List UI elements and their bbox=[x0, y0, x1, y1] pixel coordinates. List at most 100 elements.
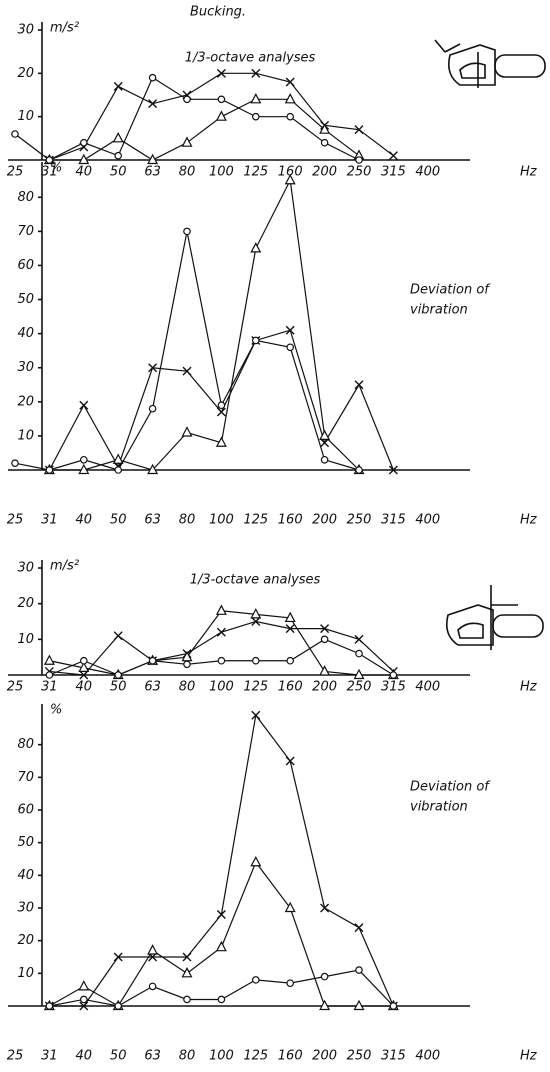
marker-circle bbox=[114, 151, 123, 160]
x-tick-label: 100 bbox=[209, 513, 234, 528]
marker-circle bbox=[286, 979, 295, 987]
marker-x bbox=[182, 366, 192, 376]
y-tick-label: 80 bbox=[17, 190, 34, 205]
marker-x bbox=[354, 380, 364, 390]
x-tick-label: 50 bbox=[110, 513, 127, 528]
x-tick-label: 25 bbox=[7, 165, 24, 180]
marker-triangle bbox=[250, 93, 262, 104]
y-axis-label: % bbox=[50, 703, 62, 718]
x-tick-label: 400 bbox=[415, 1049, 440, 1064]
y-tick-label: 20 bbox=[17, 66, 34, 81]
marker-x bbox=[79, 670, 89, 680]
annotation: Deviation of bbox=[410, 283, 491, 298]
x-tick-label: 25 bbox=[7, 680, 24, 695]
annotation: vibration bbox=[410, 800, 468, 815]
y-axis-label: m/s² bbox=[50, 559, 79, 574]
marker-x bbox=[320, 903, 330, 913]
marker-triangle bbox=[284, 611, 296, 623]
y-tick-label: 10 bbox=[17, 428, 34, 443]
y-tick-label: 60 bbox=[17, 258, 34, 273]
marker-circle bbox=[183, 95, 191, 104]
series-line bbox=[49, 98, 360, 161]
x-tick-label: 200 bbox=[312, 513, 337, 528]
x-axis-label: Hz bbox=[520, 1049, 538, 1064]
marker-circle bbox=[80, 138, 88, 147]
x-tick-label: 315 bbox=[381, 513, 406, 528]
y-tick-label: 50 bbox=[17, 292, 34, 307]
y-tick-label: 40 bbox=[17, 868, 34, 883]
marker-triangle bbox=[250, 608, 262, 619]
y-tick-label: 40 bbox=[17, 326, 34, 341]
series-line bbox=[49, 861, 394, 1007]
subtitle: 1/3-octave analyses bbox=[185, 51, 316, 66]
marker-circle bbox=[45, 466, 54, 474]
x-axis-label: Hz bbox=[520, 680, 538, 695]
x-tick-label: 63 bbox=[144, 165, 161, 180]
marker-circle bbox=[286, 112, 295, 121]
y-tick-label: 20 bbox=[17, 394, 34, 409]
marker-circle bbox=[45, 671, 54, 679]
x-tick-label: 40 bbox=[76, 165, 93, 180]
marker-circle bbox=[252, 656, 260, 665]
x-tick-label: 200 bbox=[312, 1049, 337, 1064]
marker-x bbox=[320, 438, 330, 448]
marker-circle bbox=[148, 982, 157, 991]
marker-circle bbox=[320, 138, 329, 147]
chainsaw-icon bbox=[434, 39, 546, 88]
marker-triangle bbox=[215, 436, 227, 447]
x-tick-label: 250 bbox=[347, 165, 372, 180]
marker-triangle bbox=[78, 463, 90, 475]
marker-x bbox=[285, 77, 295, 87]
marker-x bbox=[354, 125, 364, 135]
x-tick-label: 125 bbox=[243, 165, 268, 180]
x-tick-label: 100 bbox=[209, 680, 234, 695]
marker-circle bbox=[389, 1002, 398, 1010]
x-axis-label: Hz bbox=[520, 165, 538, 180]
marker-circle bbox=[355, 966, 363, 974]
y-tick-label: 10 bbox=[17, 109, 34, 124]
x-tick-label: 160 bbox=[278, 680, 303, 695]
marker-x bbox=[354, 923, 364, 933]
y-tick-label: 30 bbox=[17, 901, 34, 916]
x-tick-label: 160 bbox=[278, 1049, 303, 1064]
x-tick-label: 80 bbox=[179, 513, 196, 528]
y-axis-label: % bbox=[50, 161, 62, 176]
y-tick-label: 50 bbox=[17, 835, 34, 850]
marker-triangle bbox=[284, 173, 296, 185]
marker-triangle bbox=[319, 429, 331, 441]
x-tick-label: 400 bbox=[415, 680, 440, 695]
series-line bbox=[14, 76, 360, 161]
marker-triangle bbox=[215, 110, 227, 121]
marker-circle bbox=[114, 1002, 123, 1010]
marker-x bbox=[251, 710, 261, 720]
series-line bbox=[49, 620, 394, 676]
marker-triangle bbox=[284, 93, 296, 104]
x-tick-label: 50 bbox=[110, 680, 127, 695]
x-tick-label: 315 bbox=[381, 680, 406, 695]
marker-x bbox=[113, 81, 123, 91]
x-tick-label: 63 bbox=[144, 1049, 161, 1064]
marker-x bbox=[388, 465, 398, 475]
marker-triangle bbox=[147, 463, 159, 475]
marker-circle bbox=[11, 130, 19, 138]
x-tick-label: 31 bbox=[41, 680, 58, 695]
marker-circle bbox=[148, 656, 157, 665]
x-tick-label: 125 bbox=[243, 513, 268, 528]
marker-triangle bbox=[319, 123, 331, 134]
x-tick-label: 80 bbox=[179, 680, 196, 695]
x-tick-label: 40 bbox=[76, 680, 93, 695]
marker-circle bbox=[80, 455, 88, 464]
marker-circle bbox=[217, 95, 226, 104]
marker-triangle bbox=[181, 426, 193, 437]
marker-x bbox=[113, 631, 123, 641]
x-tick-label: 160 bbox=[278, 165, 303, 180]
marker-triangle bbox=[78, 980, 90, 991]
x-tick-label: 200 bbox=[312, 680, 337, 695]
marker-x bbox=[182, 952, 192, 962]
x-tick-label: 200 bbox=[312, 165, 337, 180]
marker-circle bbox=[148, 404, 157, 413]
marker-x bbox=[148, 99, 158, 109]
annotation: Deviation of bbox=[410, 780, 491, 795]
marker-x bbox=[148, 363, 158, 373]
